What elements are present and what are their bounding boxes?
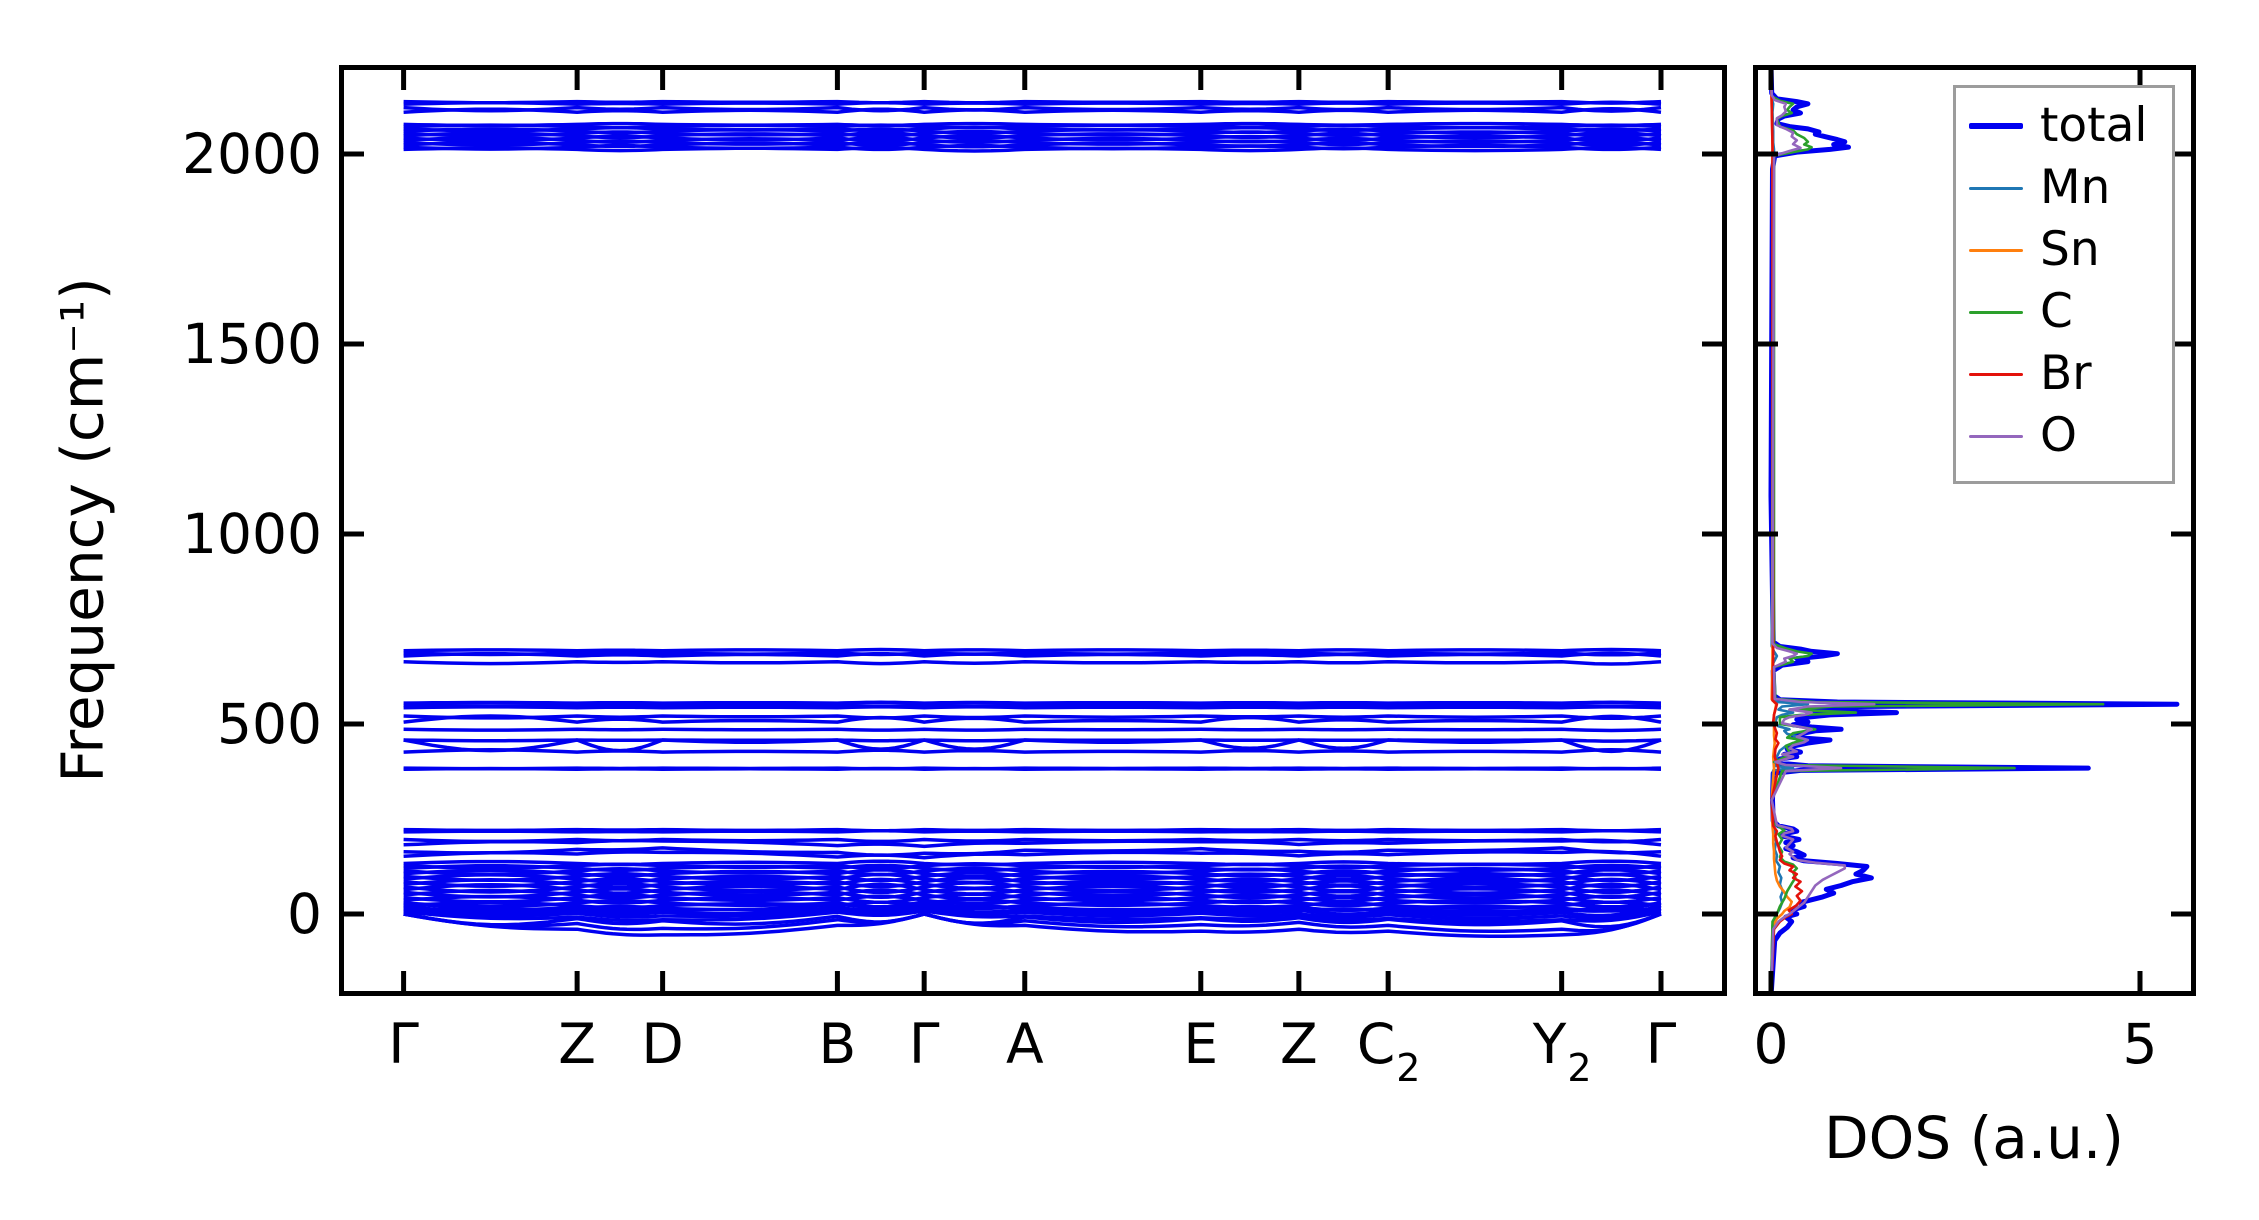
legend-label: Br [2040,346,2092,401]
k-point-label: Γ [1645,1012,1677,1076]
dos-panel [1753,65,2196,996]
band-line [403,121,1662,128]
legend-item-Br: Br [1956,343,2172,405]
k-point-label: Γ [388,1012,419,1076]
legend-line-sample [1969,372,2023,376]
k-point-label: A [1005,1012,1044,1076]
legend-line-sample [1969,186,2023,190]
frequency-tick-label: 500 [217,692,322,756]
frequency-tick-label: 1000 [182,502,322,566]
band-line [403,909,1662,924]
band-line [403,727,1662,733]
band-line [403,849,1662,860]
band-line [403,145,1662,153]
band-line [403,837,1662,844]
band-line [403,700,1662,705]
band-line [403,135,1662,144]
band-line [403,140,1662,149]
legend-item-total: total [1956,95,2172,157]
band-line [403,881,1662,895]
legend-line-sample [1969,310,2023,314]
frequency-tick-label: 0 [287,882,322,946]
k-point-label: B [818,1012,857,1076]
band-line [403,714,1662,724]
k-point-label-subscript: 2 [1396,1046,1421,1090]
legend-label: C [2040,284,2073,339]
dos-plot [1753,65,2196,996]
frequency-axis-label: Frequency (cm⁻¹) [48,277,117,783]
band-line [403,894,1662,906]
band-line [403,912,1662,934]
band-line [403,882,1662,896]
band-line [403,130,1662,140]
dos-curves [1768,65,2180,996]
band-line [403,703,1662,708]
legend-item-Sn: Sn [1956,219,2172,281]
dos-tick-label: 5 [2122,1012,2158,1076]
band-line [403,105,1662,113]
band-line [403,766,1662,771]
band-line [403,906,1662,915]
dos-curve-C [1769,65,2105,996]
band-line [403,99,1662,105]
band-lines [403,99,1662,939]
dos-tick-label: 0 [1753,1012,1789,1076]
dos-curve-Br [1769,65,1804,996]
band-structure-plot [339,65,1727,996]
band-line [403,888,1662,901]
legend-item-C: C [1956,281,2172,343]
band-line [403,127,1662,135]
k-point-label: Y2 [1532,1012,1592,1090]
band-line [403,659,1662,666]
band-line [403,872,1662,885]
band-line [403,912,1662,939]
band-line [403,827,1662,833]
k-point-label: Γ [908,1012,940,1076]
legend-line-sample [1969,123,2023,129]
legend-label: Mn [2040,160,2111,215]
band-line [403,877,1662,890]
band-line [403,647,1662,653]
legend-item-Mn: Mn [1956,157,2172,219]
band-line [403,892,1662,904]
legend-label: O [2040,408,2077,463]
frequency-tick-label: 1500 [182,312,322,376]
k-point-label: C2 [1356,1012,1421,1090]
band-line [403,859,1662,867]
legend-line-sample [1969,248,2023,252]
legend-label: total [2040,98,2148,153]
band-line [403,738,1662,743]
band-line [403,886,1662,900]
band-line [403,846,1662,857]
k-point-label: Z [558,1012,596,1076]
band-line [403,123,1662,130]
k-point-label: E [1183,1012,1219,1076]
band-line [403,714,1662,721]
legend-item-O: O [1956,405,2172,467]
band-line [403,868,1662,879]
legend-line-sample [1969,434,2023,438]
axes-frame [339,65,1727,996]
band-line [403,748,1662,754]
axes-spines [1753,65,2196,996]
frequency-tick-label: 2000 [182,122,322,186]
k-point-label: Z [1280,1012,1318,1076]
axes-frame [1753,65,2196,996]
band-line [403,876,1662,889]
legend: total Mn Sn C Br O [1953,85,2175,484]
dos-curve-O [1769,65,1876,996]
band-line [403,863,1662,873]
band-line [403,900,1662,911]
axes-spines [339,65,1727,996]
legend-label: Sn [2040,222,2100,277]
dos-axis-label: DOS (a.u.) [1824,1104,2124,1172]
band-structure-panel [339,65,1727,996]
band-line [403,651,1662,657]
dos-curve-total [1768,65,2180,996]
k-point-label-subscript: 2 [1567,1046,1592,1090]
k-point-label: D [641,1012,684,1076]
